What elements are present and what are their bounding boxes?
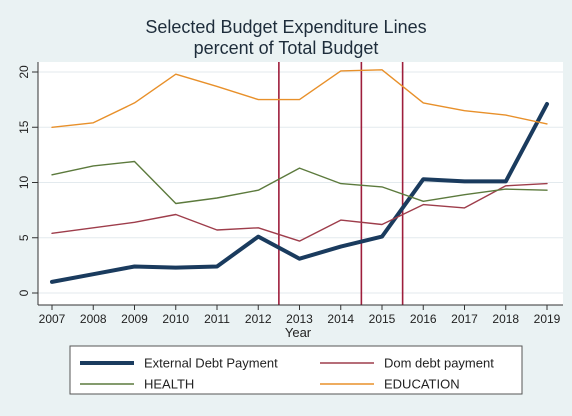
x-tick-label: 2019 bbox=[534, 312, 561, 326]
x-tick-label: 2014 bbox=[327, 312, 354, 326]
legend-label: HEALTH bbox=[144, 377, 194, 392]
reference-lines bbox=[278, 62, 404, 305]
x-tick-label: 2017 bbox=[451, 312, 478, 326]
x-tick-labels: 2007 2008 2009 2010 2011 2012 2013 2014 2015 2016… bbox=[39, 312, 561, 326]
y-tick-label: 15 bbox=[17, 120, 31, 134]
chart-title-line-1: Selected Budget Expenditure Lines bbox=[145, 17, 426, 37]
legend-label: EDUCATION bbox=[384, 377, 460, 392]
y-tick-label: 20 bbox=[17, 65, 31, 79]
x-tick-label: 2007 bbox=[39, 312, 66, 326]
legend-box bbox=[69, 345, 523, 395]
legend: External Debt Payment Dom debt payment HEA… bbox=[69, 345, 523, 395]
x-tick-label: 2011 bbox=[204, 312, 230, 326]
x-tick-label: 2012 bbox=[245, 312, 272, 326]
plot-area bbox=[38, 62, 563, 305]
axes bbox=[32, 62, 563, 310]
legend-label: Dom debt payment bbox=[384, 356, 494, 371]
y-tick-labels: 0 5 10 15 20 bbox=[17, 65, 31, 296]
y-tick-label: 0 bbox=[17, 289, 31, 296]
x-axis-title: Year bbox=[285, 325, 312, 340]
chart-title-line-2: percent of Total Budget bbox=[194, 38, 379, 58]
series-line-external-debt-payment bbox=[50, 102, 549, 284]
legend-label: External Debt Payment bbox=[144, 356, 278, 371]
series-line-dom-debt-payment bbox=[51, 182, 548, 242]
x-tick-label: 2009 bbox=[121, 312, 148, 326]
y-tick-label: 10 bbox=[17, 176, 31, 190]
x-tick-label: 2018 bbox=[492, 312, 519, 326]
x-tick-label: 2010 bbox=[162, 312, 189, 326]
series-line-health bbox=[51, 160, 548, 205]
y-tick-label: 5 bbox=[17, 234, 31, 241]
x-tick-label: 2008 bbox=[80, 312, 107, 326]
x-tick-label: 2013 bbox=[286, 312, 313, 326]
series-line-education bbox=[51, 69, 548, 129]
x-tick-label: 2016 bbox=[410, 312, 437, 326]
series-lines bbox=[50, 69, 549, 284]
x-tick-label: 2015 bbox=[369, 312, 396, 326]
